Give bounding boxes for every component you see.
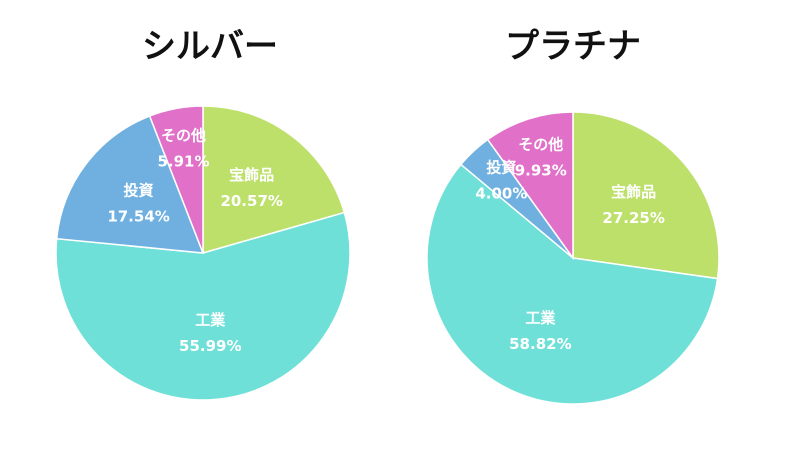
pie-slice [202, 105, 346, 254]
value-label: 55.99% [179, 337, 241, 355]
value-label: 27.25% [602, 209, 664, 227]
chart-title: プラチナ [505, 27, 641, 67]
pie-slice [486, 111, 574, 261]
slice-label: 宝飾品 [229, 166, 274, 184]
slice-label: 宝飾品 [611, 183, 656, 201]
slice-label: その他 [518, 135, 563, 153]
value-label: 4.00% [475, 185, 527, 203]
slice-label: 投資 [124, 182, 154, 200]
pie-slice [148, 105, 204, 254]
value-label: 58.82% [509, 335, 571, 353]
value-label: 9.93% [515, 161, 567, 179]
chart-title: シルバー [142, 27, 278, 67]
slice-label: 工業 [195, 311, 226, 329]
value-label: 17.54% [107, 208, 169, 226]
pie-slice [572, 111, 720, 280]
value-label: 20.57% [220, 192, 282, 210]
slice-label: 工業 [525, 309, 556, 327]
pie-slice [55, 115, 205, 254]
pie-slice [426, 163, 719, 405]
pie-slice [55, 211, 351, 401]
slice-label: その他 [161, 126, 206, 144]
value-label: 5.91% [157, 152, 209, 170]
slice-label: 投資 [486, 159, 516, 177]
